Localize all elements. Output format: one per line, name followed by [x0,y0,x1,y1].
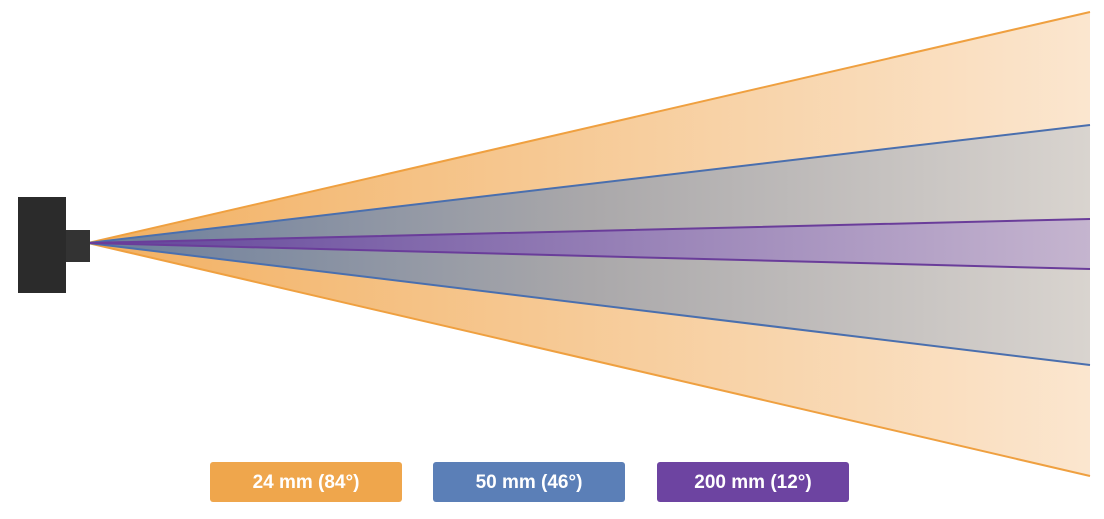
legend-swatch [210,462,402,502]
camera-body [18,197,66,293]
legend: 24 mm (84°) 50 mm (46°) 200 mm (12°) [210,462,849,502]
legend-label: 24 mm (84°) [253,472,360,493]
tele-cone [88,219,1090,269]
legend-swatch [657,462,849,502]
legend-swatch [433,462,625,502]
legend-label: 50 mm (46°) [476,472,583,493]
legend-label: 200 mm (12°) [694,472,811,493]
camera-lens [66,230,90,262]
